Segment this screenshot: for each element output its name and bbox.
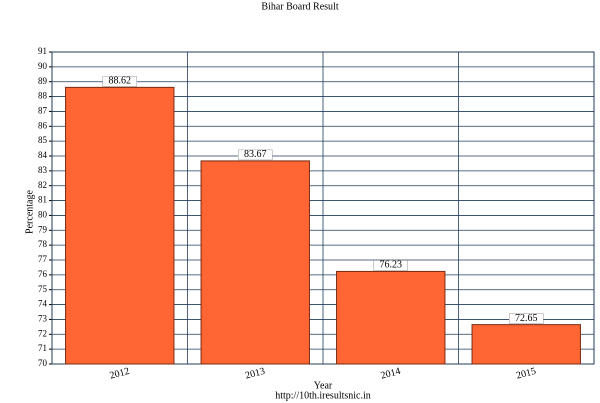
y-tick-label: 77: [38, 254, 48, 264]
y-tick-label: 70: [38, 358, 48, 368]
value-label: 88.62: [109, 76, 132, 87]
value-label-box: [509, 313, 544, 324]
chart-title: Bihar Board Result: [261, 1, 338, 12]
x-axis-label: Year: [314, 380, 333, 391]
x-tick-label: 2012: [109, 366, 131, 382]
value-label: 72.65: [515, 313, 538, 324]
x-tick-label: 2015: [515, 366, 537, 382]
value-label-box: [102, 76, 137, 87]
value-label: 76.23: [380, 260, 403, 271]
bar: [336, 270, 446, 365]
y-tick-label: 73: [38, 313, 48, 323]
y-tick-label: 78: [38, 239, 48, 249]
y-tick-label: 88: [38, 91, 48, 101]
y-tick-label: 80: [38, 209, 48, 219]
y-tick-label: 86: [38, 120, 48, 130]
y-axis-label: Percentage: [24, 190, 35, 234]
value-label: 83.67: [244, 149, 267, 160]
y-tick-label: 79: [38, 224, 48, 234]
bar: [471, 324, 581, 365]
source-note: http://10th.iresultsnic.in: [275, 390, 371, 401]
bar: [65, 86, 175, 365]
y-tick-label: 89: [38, 76, 48, 86]
y-tick-label: 82: [38, 180, 47, 190]
y-tick-label: 75: [38, 284, 48, 294]
y-tick-label: 76: [38, 269, 48, 279]
y-tick-label: 81: [38, 195, 47, 205]
value-label-box: [238, 149, 273, 161]
y-tick-label: 91: [38, 46, 47, 56]
bar: [200, 160, 310, 365]
y-tick-label: 84: [38, 150, 48, 160]
x-tick-label: 2013: [244, 366, 266, 382]
x-tick-label: 2014: [380, 366, 402, 382]
y-tick-label: 90: [38, 61, 48, 71]
y-tick-label: 85: [38, 135, 48, 145]
y-tick-label: 72: [38, 328, 47, 338]
value-label-box: [373, 260, 408, 271]
y-tick-label: 71: [38, 343, 47, 353]
plot-frame: [51, 51, 595, 365]
y-tick-label: 74: [38, 299, 48, 309]
y-tick-label: 87: [38, 105, 48, 115]
y-tick-label: 83: [38, 165, 48, 175]
